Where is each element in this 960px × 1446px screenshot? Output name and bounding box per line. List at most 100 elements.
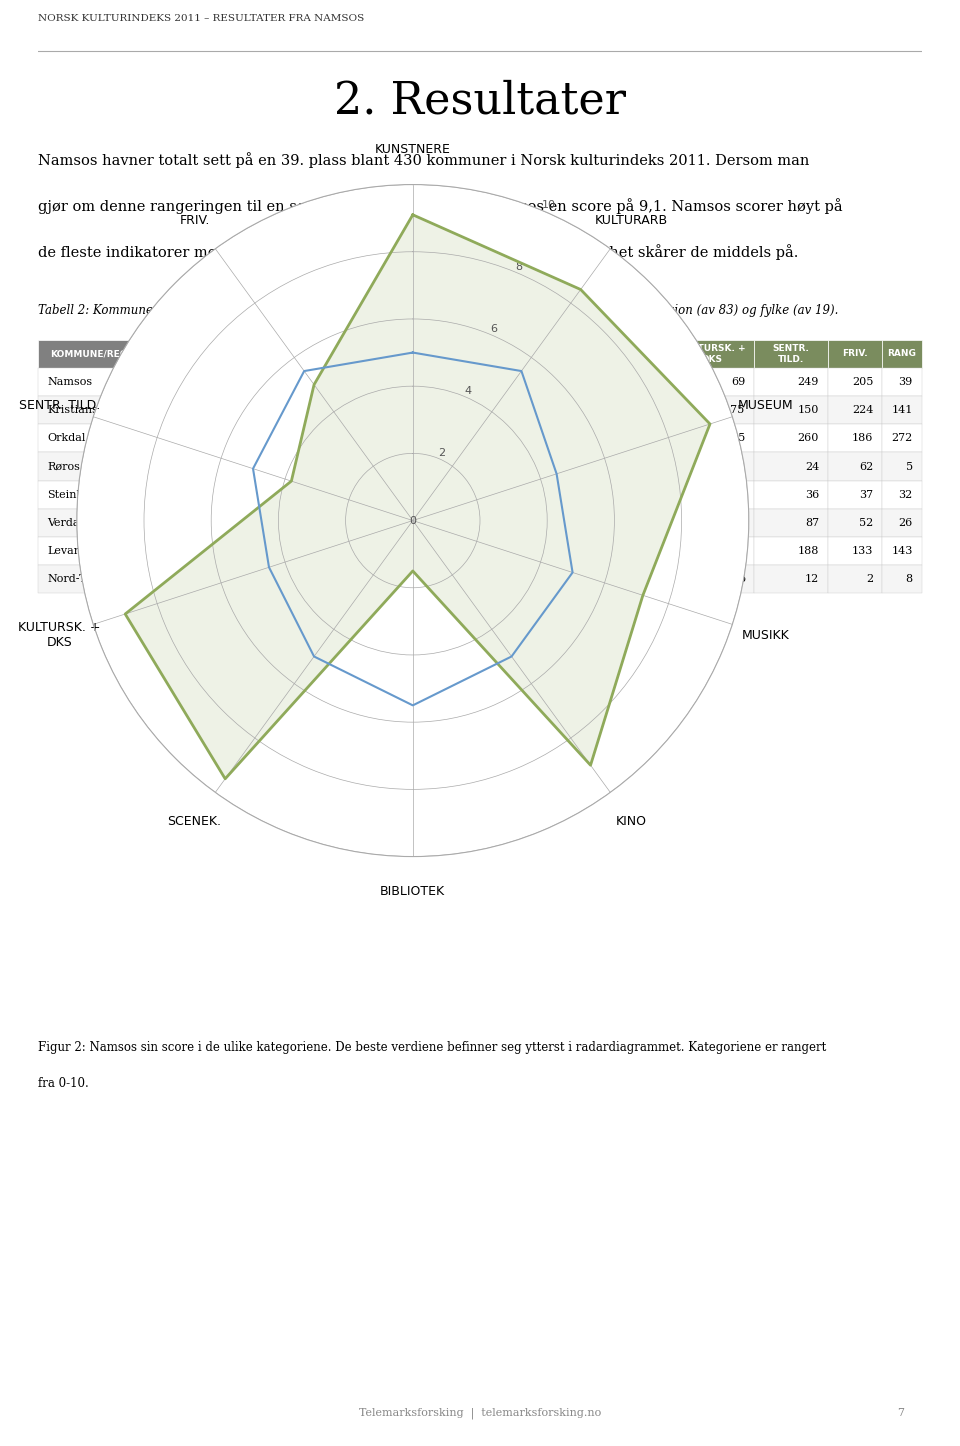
- Bar: [754, 340, 828, 367]
- Bar: [265, 509, 340, 536]
- Text: 39: 39: [899, 377, 913, 388]
- Text: NORSK KULTURINDEKS 2011 – RESULTATER FRA NAMSOS: NORSK KULTURINDEKS 2011 – RESULTATER FRA…: [38, 14, 365, 23]
- Text: 141: 141: [892, 405, 913, 415]
- Bar: [414, 509, 477, 536]
- Text: 185: 185: [576, 547, 597, 557]
- Text: Kristiansund: Kristiansund: [47, 405, 120, 415]
- Bar: [882, 340, 922, 367]
- Bar: [532, 453, 606, 480]
- Bar: [828, 509, 882, 536]
- Text: 7: 7: [897, 1408, 904, 1419]
- Bar: [670, 453, 754, 480]
- Text: 2: 2: [866, 574, 874, 584]
- Bar: [882, 480, 922, 509]
- Bar: [38, 509, 191, 536]
- Text: 24: 24: [647, 518, 661, 528]
- Text: 188: 188: [798, 547, 819, 557]
- Text: 52: 52: [859, 518, 874, 528]
- Bar: [882, 565, 922, 593]
- Bar: [828, 453, 882, 480]
- Text: 5: 5: [516, 518, 523, 528]
- Text: Telemarksforsking  |  telemarksforsking.no: Telemarksforsking | telemarksforsking.no: [359, 1408, 601, 1419]
- Text: 13: 13: [454, 574, 468, 584]
- Text: 69: 69: [731, 377, 745, 388]
- Bar: [754, 509, 828, 536]
- Bar: [414, 396, 477, 424]
- Text: de fleste indikatorer med unntak av bibliotek og sentrale tildelinger. Frivillig: de fleste indikatorer med unntak av bibl…: [38, 244, 799, 260]
- Text: 27: 27: [391, 377, 404, 388]
- Text: Namsos: Namsos: [47, 377, 92, 388]
- Text: 4: 4: [397, 574, 404, 584]
- Bar: [38, 367, 191, 396]
- Bar: [477, 367, 532, 396]
- Text: 11: 11: [647, 574, 661, 584]
- Text: 286: 286: [235, 490, 256, 500]
- Text: 21: 21: [647, 377, 661, 388]
- Polygon shape: [125, 215, 710, 779]
- Bar: [670, 536, 754, 565]
- Bar: [606, 340, 670, 367]
- Bar: [532, 565, 606, 593]
- Text: 385: 385: [576, 377, 597, 388]
- Text: 150: 150: [798, 405, 819, 415]
- Text: 49: 49: [454, 461, 468, 471]
- Text: 175: 175: [724, 405, 745, 415]
- Bar: [882, 396, 922, 424]
- Text: 85: 85: [731, 434, 745, 444]
- Text: 0: 0: [409, 516, 417, 525]
- Bar: [265, 453, 340, 480]
- Text: 214: 214: [447, 405, 468, 415]
- Text: MUSIKK: MUSIKK: [425, 350, 466, 359]
- Bar: [754, 424, 828, 453]
- Text: 85: 85: [509, 461, 523, 471]
- Text: 123: 123: [502, 547, 523, 557]
- Bar: [828, 396, 882, 424]
- Text: KUNSTNERE: KUNSTNERE: [198, 350, 259, 359]
- Text: 325: 325: [724, 490, 745, 500]
- Bar: [670, 396, 754, 424]
- Text: 190: 190: [576, 461, 597, 471]
- Bar: [38, 424, 191, 453]
- Bar: [340, 396, 414, 424]
- Bar: [414, 424, 477, 453]
- Bar: [606, 480, 670, 509]
- Bar: [532, 396, 606, 424]
- Text: 205: 205: [852, 377, 874, 388]
- Text: 292: 292: [235, 434, 256, 444]
- Text: 76: 76: [583, 518, 597, 528]
- Text: RANG: RANG: [887, 350, 916, 359]
- Text: 26: 26: [899, 518, 913, 528]
- Bar: [670, 565, 754, 593]
- Text: 138: 138: [235, 405, 256, 415]
- Bar: [882, 367, 922, 396]
- Text: 296: 296: [383, 461, 404, 471]
- Text: 77: 77: [647, 490, 661, 500]
- Text: 6: 6: [654, 461, 661, 471]
- Text: KULTURSK. +
DKS: KULTURSK. + DKS: [679, 344, 745, 363]
- Text: KOMMUNE/REGION/FYLKE: KOMMUNE/REGION/FYLKE: [50, 350, 180, 359]
- Text: 309: 309: [383, 405, 404, 415]
- Bar: [606, 424, 670, 453]
- Text: 236: 236: [576, 434, 597, 444]
- Bar: [754, 536, 828, 565]
- Bar: [828, 340, 882, 367]
- Bar: [477, 396, 532, 424]
- Bar: [754, 453, 828, 480]
- Text: 143: 143: [892, 547, 913, 557]
- Text: SCENEK.: SCENEK.: [616, 350, 660, 359]
- Text: 20: 20: [316, 461, 330, 471]
- Text: 187: 187: [309, 547, 330, 557]
- Text: MUSEUM: MUSEUM: [353, 350, 399, 359]
- Text: 68: 68: [391, 547, 404, 557]
- Bar: [754, 565, 828, 593]
- Bar: [191, 453, 265, 480]
- Bar: [191, 340, 265, 367]
- Text: Orkdal: Orkdal: [47, 434, 85, 444]
- Text: Nord-Trøndelag: Nord-Trøndelag: [47, 574, 136, 584]
- Bar: [38, 565, 191, 593]
- Text: 63: 63: [316, 490, 330, 500]
- Text: 272: 272: [892, 434, 913, 444]
- Bar: [828, 480, 882, 509]
- Text: 124: 124: [383, 518, 404, 528]
- Text: fra 0-10.: fra 0-10.: [38, 1077, 89, 1090]
